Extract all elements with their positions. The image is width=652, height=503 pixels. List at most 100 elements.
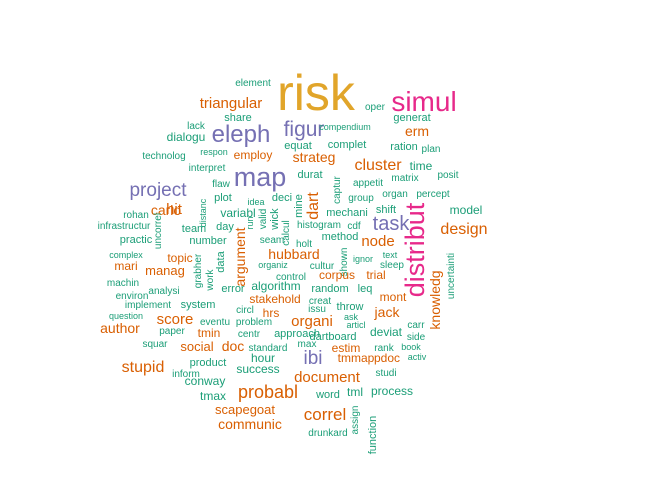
word-process: process — [371, 384, 413, 398]
word-carr: carr — [407, 320, 425, 331]
word-design: design — [440, 221, 487, 238]
word-stupid: stupid — [122, 359, 165, 376]
word-uncertainti: uncertainti — [446, 253, 457, 299]
word-run: run — [245, 216, 255, 229]
word-technolog: technolog — [142, 151, 185, 162]
word-team: team — [182, 223, 206, 235]
word-dialogu: dialogu — [167, 130, 206, 144]
word-cultur: cultur — [310, 261, 335, 272]
word-organiz: organiz — [258, 260, 288, 270]
word-idea: idea — [247, 197, 264, 207]
word-side: side — [407, 332, 426, 343]
word-compendium: compendium — [319, 122, 371, 132]
word-work: work — [205, 268, 216, 291]
word-cdf: cdf — [347, 221, 361, 232]
word-captur: captur — [332, 175, 343, 203]
word-percept: percept — [416, 189, 450, 200]
word-pdoc: pdoc — [374, 351, 400, 365]
word-variabl: variabl — [220, 206, 255, 220]
word-inform: inform — [172, 369, 200, 380]
word-eventu: eventu — [200, 317, 230, 328]
word-number: number — [189, 235, 227, 247]
word-node: node — [361, 233, 394, 250]
word-approach: approach — [274, 328, 320, 340]
word-erm: erm — [405, 123, 429, 139]
word-plot: plot — [214, 192, 232, 204]
word-organ: organ — [382, 189, 408, 200]
word-deci: deci — [272, 192, 292, 204]
word-throw: throw — [337, 301, 364, 313]
word-corpus: corpus — [319, 268, 355, 282]
word-figur: figur — [284, 118, 325, 141]
word-max: max — [298, 339, 317, 350]
word-topic: topic — [167, 251, 192, 265]
word-group: group — [348, 193, 374, 204]
word-uncorrel: uncorrel — [153, 213, 164, 249]
word-product: product — [190, 357, 227, 369]
word-machin: machin — [107, 278, 139, 289]
word-function: function — [367, 416, 379, 455]
word-interpret: interpret — [189, 163, 226, 174]
word-trial: trial — [366, 268, 385, 282]
word-strateg: strateg — [293, 149, 336, 165]
word-question: question — [109, 311, 143, 321]
word-shift: shift — [376, 204, 396, 216]
word-author: author — [100, 320, 140, 336]
word-deviat: deviat — [370, 325, 403, 339]
word-circl: circl — [236, 305, 254, 316]
word-complet: complet — [328, 139, 367, 151]
word-communic: communic — [218, 416, 282, 432]
word-mechani: mechani — [326, 207, 368, 219]
word-random: random — [311, 283, 348, 295]
word-cluster: cluster — [354, 157, 402, 174]
word-appetit: appetit — [353, 178, 383, 189]
word-environ: environ — [116, 291, 149, 302]
word-dartboard: dartboard — [309, 331, 356, 343]
word-flaw: flaw — [212, 179, 231, 190]
word-method: method — [322, 231, 359, 243]
word-mont: mont — [380, 290, 407, 304]
word-dart: dart — [305, 192, 322, 220]
word-simul: simul — [391, 86, 456, 117]
word-hrs: hrs — [263, 306, 280, 320]
word-social: social — [180, 339, 213, 354]
word-histogram: histogram — [297, 220, 341, 231]
word-activ: activ — [408, 352, 427, 362]
word-ration: ration — [390, 141, 418, 153]
word-practic: practic — [120, 234, 153, 246]
word-control: control — [276, 272, 306, 283]
word-text: text — [383, 250, 398, 260]
word-time: time — [410, 159, 433, 173]
word-conway: conway — [185, 374, 226, 388]
word-correl: correl — [304, 405, 347, 424]
word-articl: articl — [346, 320, 365, 330]
word-ibi: ibi — [303, 348, 322, 369]
word-implement: implement — [125, 300, 171, 311]
word-mari: mari — [114, 259, 137, 273]
word-grabher: grabher — [193, 253, 204, 288]
word-carlo: carlo — [151, 202, 182, 218]
word-eleph: eleph — [212, 121, 271, 148]
word-leq: leq — [358, 283, 373, 295]
word-analysi: analysi — [148, 286, 179, 297]
word-studi: studi — [375, 368, 396, 379]
word-wick: wick — [269, 208, 281, 231]
word-triangular: triangular — [200, 95, 263, 112]
word-drunkard: drunkard — [308, 428, 347, 439]
word-oper: oper — [365, 102, 386, 113]
word-success: success — [236, 362, 279, 376]
word-probabl: probabl — [238, 382, 298, 402]
word-map: map — [234, 162, 287, 192]
word-infrastructur: infrastructur — [98, 221, 151, 232]
word-estim: estim — [332, 341, 361, 355]
word-shown: shown — [339, 248, 350, 277]
word-generat: generat — [393, 112, 430, 124]
word-lack: lack — [187, 121, 206, 132]
word-rank: rank — [374, 343, 394, 354]
word-matrix: matrix — [391, 173, 418, 184]
word-hour: hour — [251, 351, 275, 365]
word-system: system — [181, 299, 216, 311]
word-valid: valid — [258, 209, 269, 230]
word-creat: creat — [309, 296, 331, 307]
word-holt: holt — [296, 239, 312, 250]
